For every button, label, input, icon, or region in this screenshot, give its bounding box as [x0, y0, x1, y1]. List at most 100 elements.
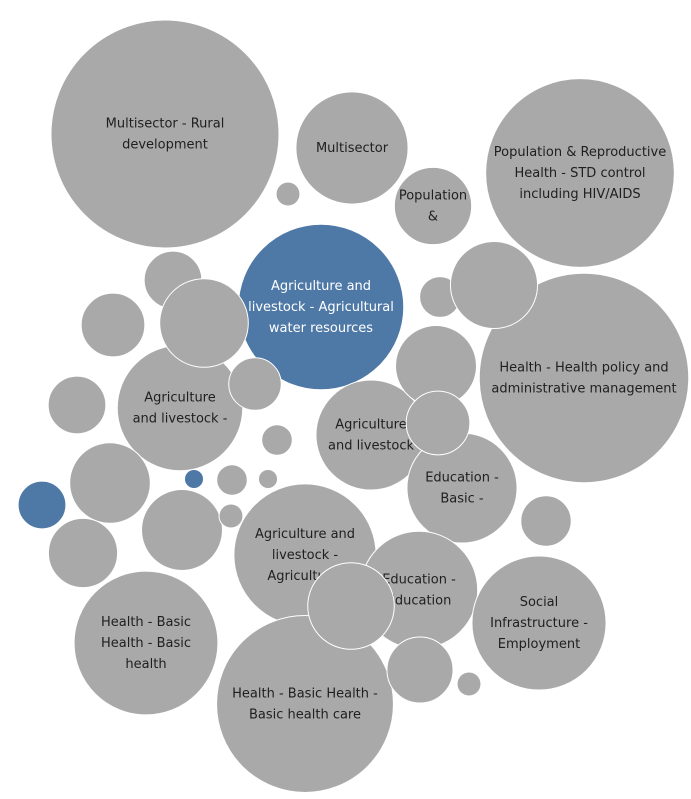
bubble-label-line: livestock -: [272, 548, 339, 563]
bubble-unlabeled-05[interactable]: [228, 357, 282, 411]
bubble-unlabeled-02[interactable]: [80, 292, 146, 358]
bubble-circle[interactable]: [17, 480, 67, 530]
bubble-circle[interactable]: [218, 503, 244, 529]
bubble-label-line: Education -: [425, 471, 499, 486]
bubble-label-line: Basic -: [440, 492, 484, 507]
bubble-circle[interactable]: [478, 272, 690, 484]
bubble-agri-water-resources[interactable]: Agriculture and livestock - Agricultural w…: [237, 223, 405, 391]
bubble-circle[interactable]: [520, 495, 572, 547]
bubble-label-line: Health - Basic: [101, 615, 191, 630]
bubble-circle[interactable]: [141, 489, 223, 571]
bubble-label: Social Infrastructure - Employment: [490, 595, 588, 652]
bubble-circle[interactable]: [228, 357, 282, 411]
bubble-circle[interactable]: [257, 468, 279, 490]
bubble-label-line: water resources: [269, 321, 373, 336]
bubble-circle[interactable]: [471, 555, 607, 691]
bubble-health-policy-admin[interactable]: Health - Health policy and administrative…: [478, 272, 690, 484]
bubble-circle[interactable]: [50, 19, 280, 249]
bubble-unlabeled-22[interactable]: [456, 671, 482, 697]
bubble-label: Multisector: [316, 141, 389, 156]
bubble-agri-livestock-a[interactable]: Agriculture and livestock -: [116, 344, 244, 472]
bubble-unlabeled-17[interactable]: [183, 468, 205, 490]
bubble-circle[interactable]: [69, 442, 151, 524]
bubble-label-line: including HIV/AIDS: [519, 187, 640, 202]
bubble-unlabeled-08[interactable]: [449, 240, 539, 330]
bubble-circle[interactable]: [183, 468, 205, 490]
bubble-label: Health - Health policy and administrative…: [491, 361, 676, 397]
bubble-label: Population & Reproductive Health - STD co…: [494, 145, 666, 202]
bubble-unlabeled-04[interactable]: [159, 278, 249, 368]
bubble-circle[interactable]: [307, 562, 395, 650]
bubble-unlabeled-06[interactable]: [47, 375, 107, 435]
bubble-label-line: Health - STD control: [514, 166, 645, 181]
bubble-label-line: Population & Reproductive: [494, 145, 666, 160]
bubble-circle[interactable]: [80, 292, 146, 358]
bubble-unlabeled-14[interactable]: [17, 480, 67, 530]
bubble-circle[interactable]: [261, 424, 293, 456]
bubble-multisector-rural-development[interactable]: Multisector - Rural development: [50, 19, 280, 249]
bubble-label-line: &: [428, 210, 438, 225]
bubble-circle[interactable]: [275, 181, 301, 207]
bubble-label-line: administrative management: [491, 382, 676, 397]
bubble-label-line: and livestock: [328, 439, 414, 454]
bubble-unlabeled-09[interactable]: [261, 424, 293, 456]
bubble-label: Agriculture and livestock -: [133, 391, 228, 427]
bubble-social-infra-employment[interactable]: Social Infrastructure - Employment: [471, 555, 607, 691]
bubble-unlabeled-19[interactable]: [218, 503, 244, 529]
bubble-unlabeled-03[interactable]: [275, 181, 301, 207]
bubble-label-line: Agriculture: [335, 418, 407, 433]
bubble-health-basic-basic[interactable]: Health - Basic Health - Basic health: [73, 570, 219, 716]
bubble-label-line: Health - Basic Health -: [232, 687, 378, 702]
bubble-label: Health - Basic Health - Basic health care: [232, 687, 378, 723]
bubble-label: Education - Basic -: [425, 471, 499, 507]
bubble-label: Agriculture and livestock - Agricultural w…: [248, 279, 394, 336]
bubble-unlabeled-18[interactable]: [47, 517, 119, 589]
bubble-label: Multisector - Rural development: [106, 117, 225, 153]
bubble-label-line: Infrastructure -: [490, 616, 588, 631]
bubble-unlabeled-11[interactable]: [69, 442, 151, 524]
bubble-label-line: Multisector - Rural: [106, 117, 225, 132]
bubble-health-basic-care[interactable]: Health - Basic Health - Basic health care: [216, 615, 394, 793]
bubble-label: Agriculture and livestock: [328, 418, 414, 454]
bubble-population-std-control[interactable]: Population & Reproductive Health - STD co…: [485, 78, 675, 268]
bubble-label: Education - Education: [382, 573, 456, 609]
bubble-label-line: Agriculture and: [255, 527, 355, 542]
bubble-label-line: Basic health care: [249, 708, 361, 723]
bubble-label-line: Agriculture and: [271, 279, 371, 294]
bubble-unlabeled-23[interactable]: [405, 390, 471, 456]
bubble-unlabeled-21[interactable]: [386, 636, 454, 704]
bubble-unlabeled-15[interactable]: [257, 468, 279, 490]
bubble-circle[interactable]: [393, 166, 473, 246]
bubble-circle[interactable]: [449, 240, 539, 330]
bubble-label-line: Employment: [498, 637, 580, 652]
bubble-circle[interactable]: [485, 78, 675, 268]
bubble-label: Population &: [399, 189, 467, 225]
bubble-agri-livestock-b[interactable]: Agriculture and livestock: [315, 379, 427, 491]
bubble-circle[interactable]: [456, 671, 482, 697]
bubble-circle[interactable]: [159, 278, 249, 368]
bubble-unlabeled-13[interactable]: [141, 489, 223, 571]
bubble-label-line: Agriculture: [144, 391, 216, 406]
bubble-population-short[interactable]: Population &: [393, 166, 473, 246]
bubble-circle[interactable]: [47, 375, 107, 435]
bubble-circle[interactable]: [216, 615, 394, 793]
bubble-circle[interactable]: [216, 464, 248, 496]
bubble-label-line: Health - Basic: [101, 636, 191, 651]
bubble-circle[interactable]: [405, 390, 471, 456]
bubble-circle[interactable]: [73, 570, 219, 716]
bubble-circle[interactable]: [386, 636, 454, 704]
bubble-unlabeled-16[interactable]: [520, 495, 572, 547]
bubble-label-line: Education -: [382, 573, 456, 588]
bubble-label-line: development: [122, 138, 208, 153]
bubble-unlabeled-12[interactable]: [216, 464, 248, 496]
bubble-label-line: Population: [399, 189, 467, 204]
bubble-unlabeled-20[interactable]: [307, 562, 395, 650]
bubble-circle[interactable]: [295, 91, 409, 205]
bubble-label-line: and livestock -: [133, 412, 228, 427]
bubble-label-line: Education: [387, 594, 452, 609]
bubble-multisector[interactable]: Multisector: [295, 91, 409, 205]
bubble-label-line: Multisector: [316, 141, 389, 156]
bubble-circle[interactable]: [47, 517, 119, 589]
bubble-label: Health - Basic Health - Basic health: [101, 615, 191, 672]
